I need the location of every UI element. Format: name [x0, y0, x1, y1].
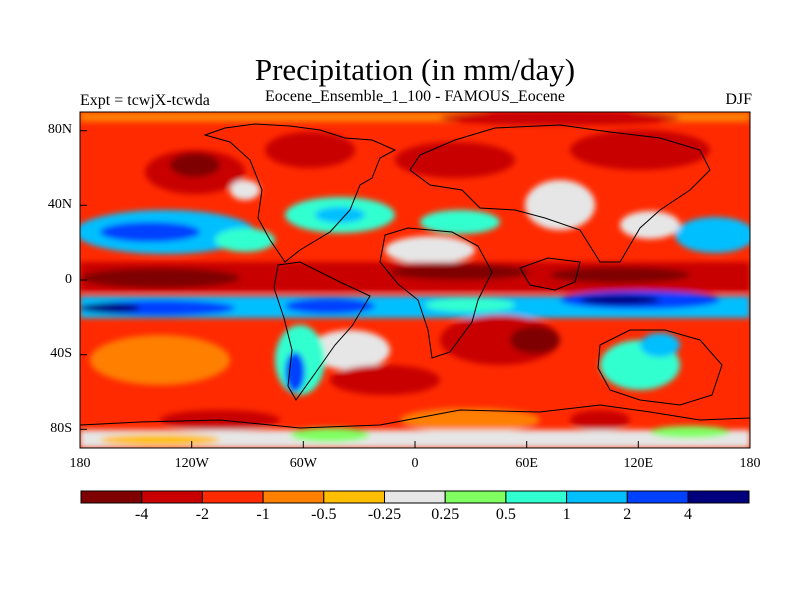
colorbar-box-5 — [384, 490, 446, 504]
coast-antarctica — [80, 404, 750, 448]
field-arctic-band — [80, 112, 750, 122]
colorbar-box-0 — [80, 490, 143, 504]
lon-label-60e: 60E — [515, 456, 538, 471]
colorbar-label-3: -0.5 — [311, 506, 337, 523]
map-subtitle: Eocene_Ensemble_1_100 - FAMOUS_Eocene — [264, 88, 566, 105]
colorbar-box-9 — [626, 490, 689, 504]
field-spac-mixed — [90, 335, 230, 385]
field-wpac-wet — [675, 217, 750, 253]
colorbar-label-6: 0.5 — [495, 506, 516, 523]
lon-label-180e: 180 — [739, 456, 761, 471]
colorbar — [80, 490, 750, 504]
colorbar-label-0: -4 — [135, 506, 149, 523]
colorbar-box-7 — [505, 490, 568, 504]
season-label: DJF — [725, 91, 752, 108]
field-arctic-dry — [440, 112, 680, 125]
map-title: Precipitation (in mm/day) — [254, 52, 576, 87]
field-atl-wet-core — [315, 207, 365, 223]
colorbar-label-2: -1 — [256, 506, 270, 523]
field-antarctic-wet — [290, 428, 370, 442]
lon-label-180w: 180 — [69, 456, 91, 471]
lat-label-40n: 40N — [47, 197, 72, 212]
field-antarctic — [80, 430, 750, 448]
colorbar-label-1: -2 — [195, 506, 210, 523]
field-stropic-wet-e-core — [580, 295, 660, 305]
colorbar-box-1 — [141, 490, 203, 504]
colorbar-label-5: 0.25 — [431, 506, 460, 523]
lat-label-80n: 80N — [47, 122, 72, 137]
field-med-wet — [420, 210, 500, 234]
lon-label-0: 0 — [411, 456, 419, 471]
coast-australia — [597, 329, 723, 406]
colorbar-box-4 — [323, 490, 385, 504]
colorbar-label-9: 4 — [684, 506, 692, 523]
colorbar-box-6 — [444, 490, 507, 504]
coast-south-america — [273, 261, 371, 401]
field-npac-core — [170, 153, 220, 177]
field-eurasia-dry — [395, 142, 515, 178]
field-namer-neutral — [230, 180, 260, 200]
field-australia-wet-core — [640, 333, 680, 357]
field-so-mixed — [400, 408, 540, 432]
colorbar-box-3 — [262, 490, 325, 504]
lat-label-80s: 80S — [50, 421, 72, 436]
colorbar-frame — [80, 490, 750, 504]
field-africa-neutral — [385, 236, 475, 264]
field-stropic-wet-core — [80, 303, 140, 313]
field-satl-dry — [330, 365, 440, 395]
field-namer-dry — [265, 132, 355, 168]
field-npac-wet-edge — [215, 228, 275, 252]
colorbar-box-10 — [687, 490, 750, 504]
colorbar-label-7: 1 — [562, 506, 571, 523]
field-eq-dry-core-c — [390, 264, 530, 280]
field-samer-wet-core — [285, 352, 305, 392]
colorbar-box-2 — [201, 490, 264, 504]
field-asia-neutral — [525, 180, 595, 230]
field-asia-dry — [570, 130, 710, 170]
field-wpac-neutral — [620, 211, 680, 239]
coast-india — [519, 257, 581, 291]
lon-label-60w: 60W — [289, 456, 317, 471]
field-antarctic-wet-e — [650, 426, 730, 438]
lon-label-120w: 120W — [174, 456, 209, 471]
field-antarctic-mixed — [100, 434, 220, 446]
experiment-label: Expt = tcwjX-tcwda — [80, 92, 210, 109]
field-sindian-core — [510, 326, 560, 354]
field-satl-neutral — [310, 330, 390, 370]
field-eq-dry-core-w — [80, 268, 240, 288]
lat-label-0: 0 — [65, 272, 72, 287]
field-npac-wet-core — [100, 222, 200, 242]
colorbar-label-4: -0.25 — [367, 506, 402, 523]
coast-eurasia — [409, 124, 711, 263]
coast-north-america — [203, 123, 397, 263]
coastlines — [80, 123, 750, 448]
precipitation-field — [80, 112, 750, 448]
field-so-dry-e — [570, 410, 630, 430]
lat-label-40s: 40S — [50, 346, 72, 361]
field-stropic-wet-c — [285, 298, 375, 314]
lon-label-120e: 120E — [623, 456, 654, 471]
field-stropic-wet-africa — [425, 298, 515, 312]
coast-africa — [379, 227, 493, 359]
colorbar-label-8: 2 — [623, 506, 632, 523]
colorbar-box-8 — [566, 490, 628, 504]
axis-ticks — [79, 130, 751, 448]
field-eq-dry-core-e — [550, 267, 690, 283]
